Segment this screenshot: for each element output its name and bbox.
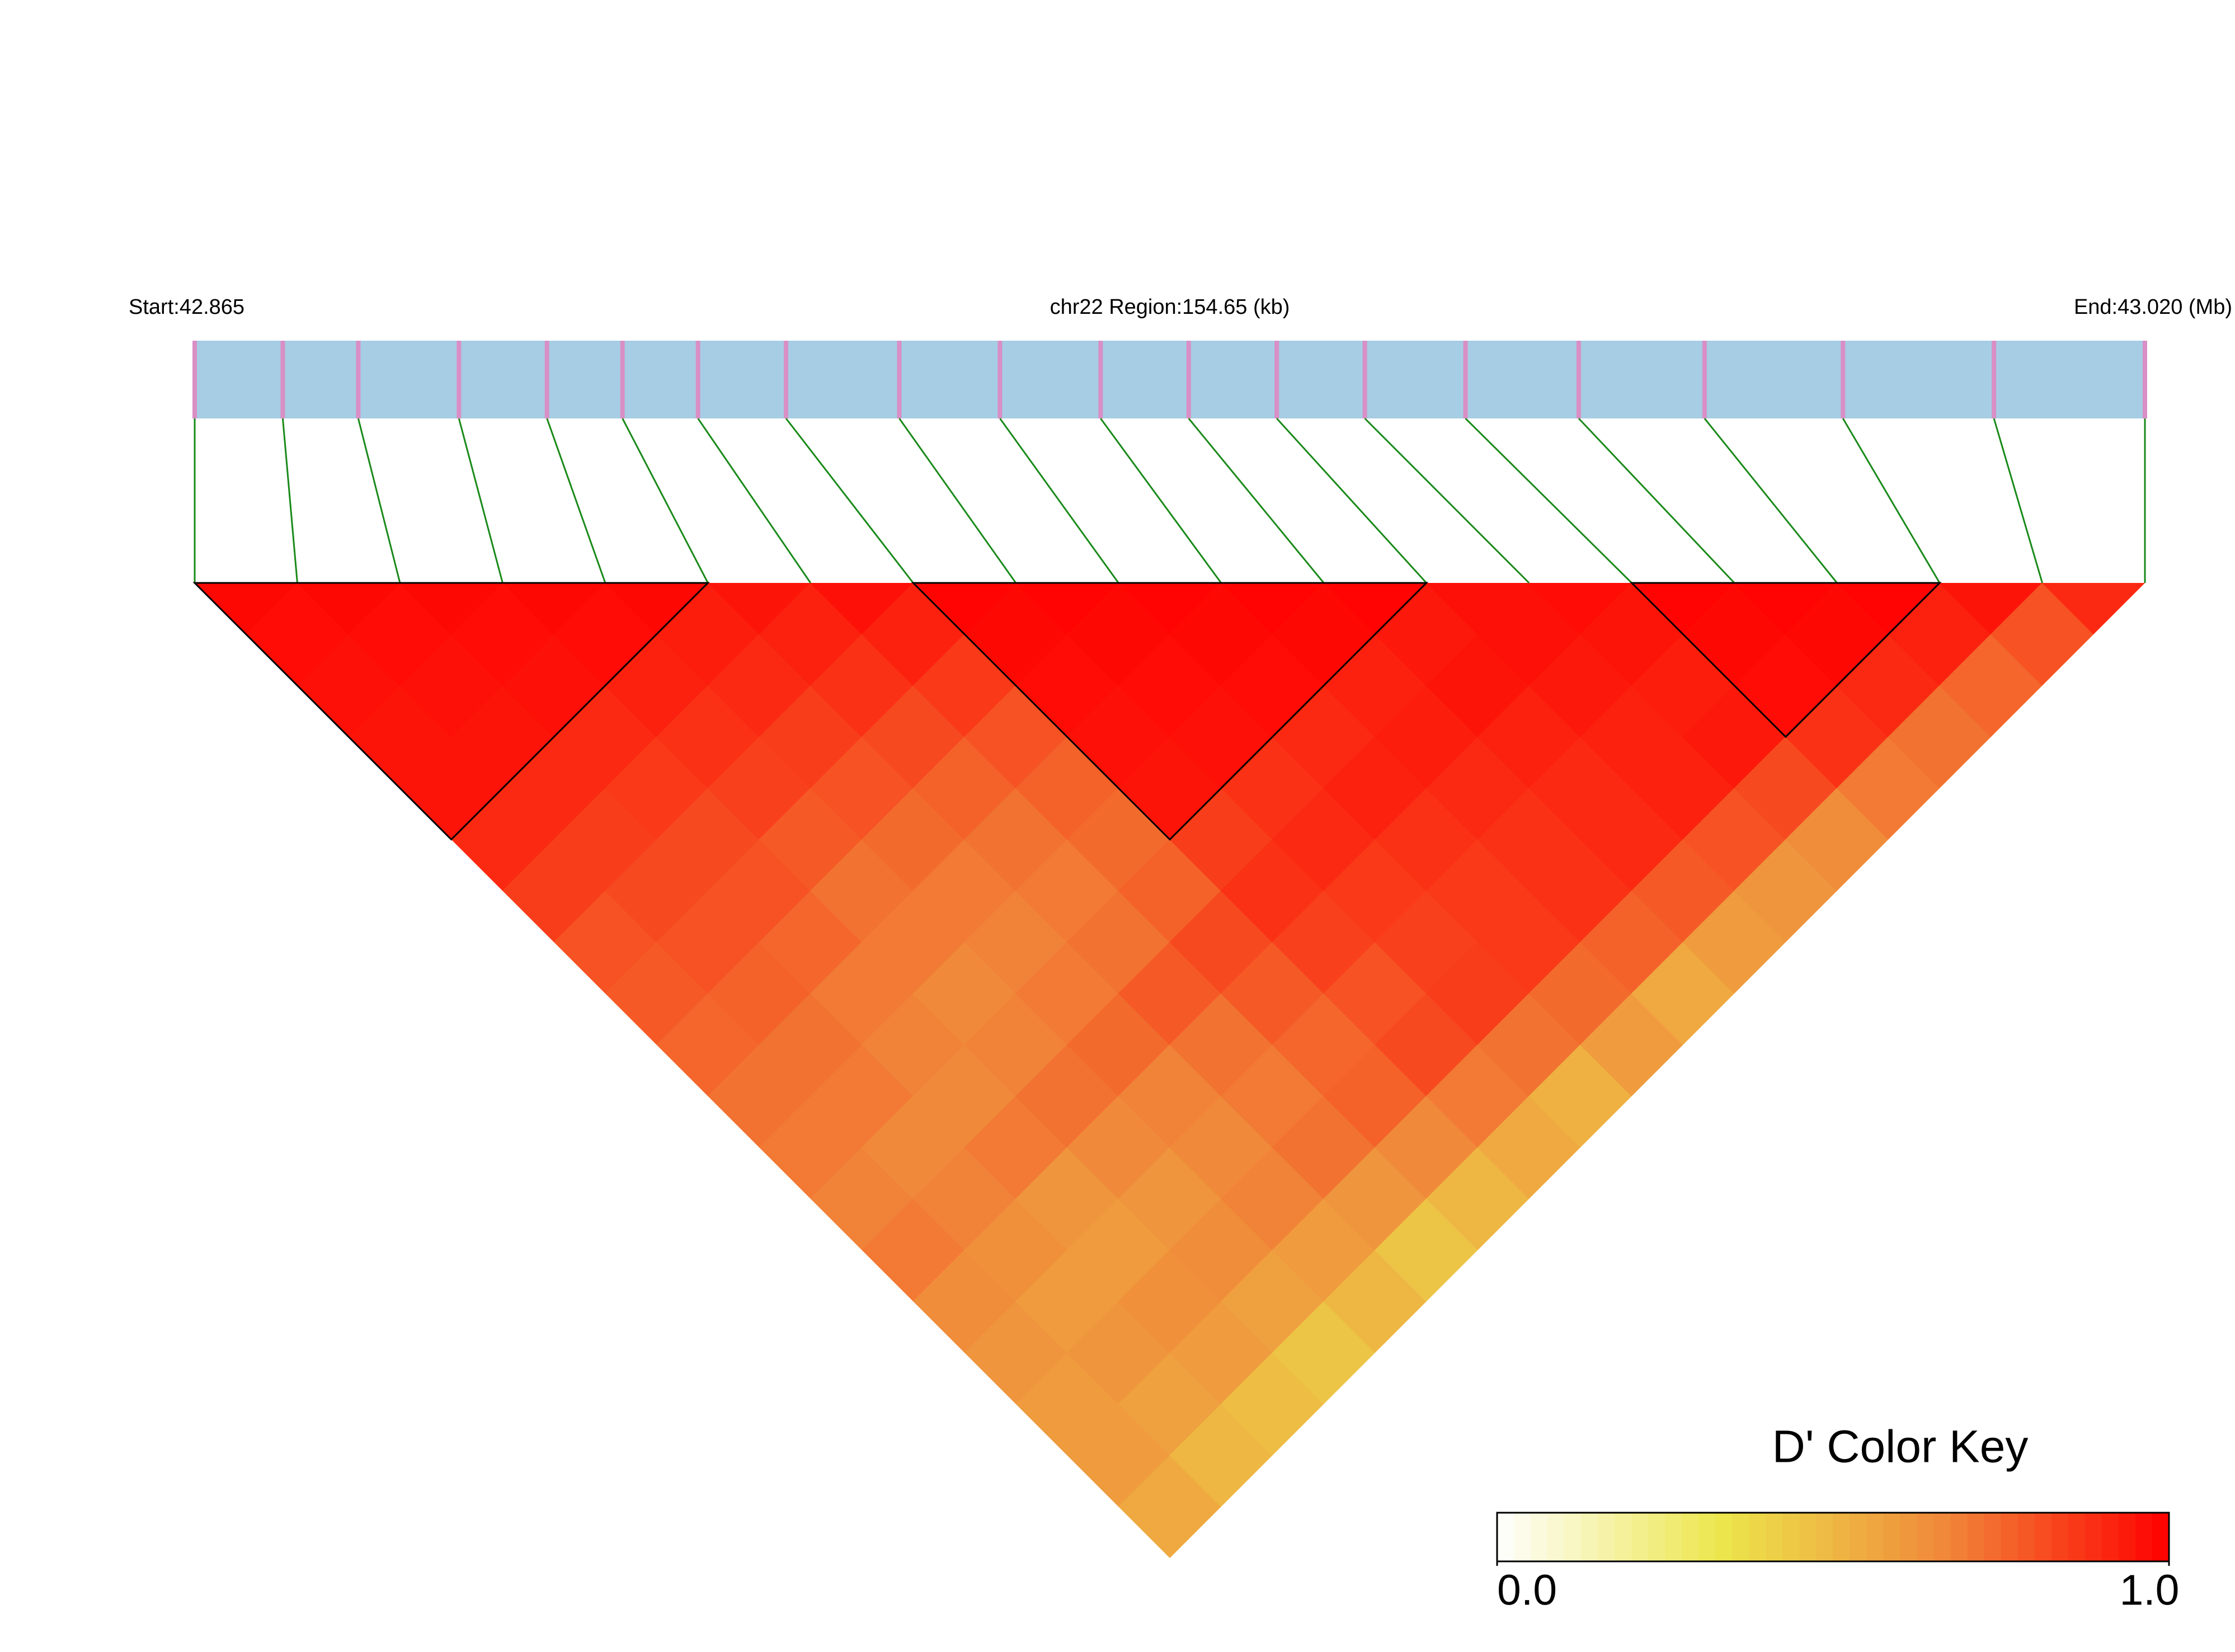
color-key-step — [2101, 1513, 2119, 1561]
color-key-step — [1715, 1513, 1733, 1561]
snp-stripe — [1463, 341, 1468, 418]
snp-stripe — [1186, 341, 1191, 418]
color-key-step — [1648, 1513, 1666, 1561]
color-key-step — [1917, 1513, 1935, 1561]
color-key-step — [1615, 1513, 1632, 1561]
ld-block — [911, 582, 1429, 841]
color-key-step — [1883, 1513, 1901, 1561]
color-key-tick-label: 0.0 — [1497, 1566, 1557, 1614]
color-key-step — [1816, 1513, 1834, 1561]
snp-link — [622, 418, 709, 583]
snp-link — [999, 418, 1119, 583]
color-key-step — [1799, 1513, 1817, 1561]
snp-link — [1276, 417, 1427, 584]
color-key-step — [1732, 1513, 1750, 1561]
color-key-step — [1933, 1513, 1951, 1561]
snp-stripe — [1274, 341, 1279, 418]
snp-stripe — [784, 341, 789, 418]
color-key-step — [1866, 1513, 1884, 1561]
color-key-step — [1950, 1513, 1968, 1561]
snp-link — [281, 418, 298, 583]
color-key-step — [2135, 1513, 2153, 1561]
end-label: End:43.020 (Mb) — [2074, 295, 2232, 319]
snp-stripe — [620, 341, 625, 418]
color-key-step — [1564, 1513, 1582, 1561]
color-key-step — [1900, 1513, 1918, 1561]
snp-stripe — [2143, 341, 2147, 418]
snp-link — [1993, 418, 2043, 583]
snp-stripe — [695, 341, 700, 418]
color-key-step — [1766, 1513, 1784, 1561]
heatmap — [195, 583, 2145, 1558]
snp-link — [357, 418, 401, 583]
snp-link — [1465, 417, 1632, 584]
ld-cell — [2041, 583, 2145, 635]
start-label: Start:42.865 — [129, 295, 244, 319]
color-key-step — [1850, 1513, 1867, 1561]
snp-stripe — [1576, 341, 1581, 418]
color-key-step — [1749, 1513, 1767, 1561]
color-key-step — [2051, 1513, 2069, 1561]
color-key-step — [1984, 1513, 2002, 1561]
color-key-step — [2017, 1513, 2035, 1561]
snp-link — [785, 418, 914, 583]
color-key-step — [1682, 1513, 1700, 1561]
snp-link — [697, 418, 812, 583]
snp-link — [1842, 418, 1941, 583]
color-key-step — [1665, 1513, 1683, 1561]
color-key-title: D' Color Key — [1772, 1422, 2029, 1472]
snp-link — [1100, 418, 1222, 583]
color-key-step — [2001, 1513, 2018, 1561]
color-key-step — [1967, 1513, 1985, 1561]
color-key-step — [2068, 1513, 2086, 1561]
color-key-step — [2085, 1513, 2102, 1561]
snp-stripe — [280, 341, 285, 418]
color-key-step — [2118, 1513, 2136, 1561]
snp-stripe — [1098, 341, 1103, 418]
snp-stripe — [997, 341, 1003, 418]
snp-stripe — [356, 341, 361, 418]
ld-block — [1630, 582, 1942, 738]
snp-stripe — [897, 341, 902, 418]
snp-stripe — [1702, 341, 1707, 418]
position-track — [195, 341, 2145, 418]
color-key-step — [1514, 1513, 1532, 1561]
snp-stripe — [1992, 341, 1997, 418]
snp-link — [898, 418, 1017, 583]
snp-stripe — [192, 341, 197, 418]
color-key-step — [1497, 1513, 1515, 1561]
ld-block — [192, 582, 710, 841]
color-key-step — [1581, 1513, 1599, 1561]
snp-stripe — [457, 341, 462, 418]
snp-stripe — [1841, 341, 1846, 418]
snp-link — [1364, 417, 1530, 584]
color-key-step — [1547, 1513, 1565, 1561]
color-key-step — [2152, 1513, 2170, 1561]
color-key-step — [1833, 1513, 1851, 1561]
snp-link — [1188, 418, 1325, 583]
color-key-step — [1782, 1513, 1800, 1561]
color-key-step — [2034, 1513, 2052, 1561]
snp-stripe — [1362, 341, 1367, 418]
snp-link — [1578, 417, 1735, 584]
snp-link — [546, 418, 606, 583]
color-key-tick-label: 1.0 — [2119, 1566, 2179, 1614]
snp-link — [458, 418, 504, 583]
snp-stripe — [544, 341, 549, 418]
color-key-step — [1698, 1513, 1716, 1561]
snp-link — [1704, 418, 1838, 583]
color-key-step — [1631, 1513, 1649, 1561]
color-key-step — [1531, 1513, 1549, 1561]
region-label: chr22 Region:154.65 (kb) — [1050, 295, 1290, 319]
color-key-step — [1598, 1513, 1616, 1561]
color-key-frame — [1496, 1512, 2170, 1562]
